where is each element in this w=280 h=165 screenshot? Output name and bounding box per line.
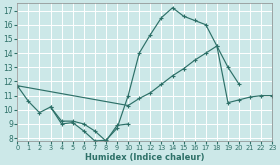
X-axis label: Humidex (Indice chaleur): Humidex (Indice chaleur) — [85, 152, 205, 162]
